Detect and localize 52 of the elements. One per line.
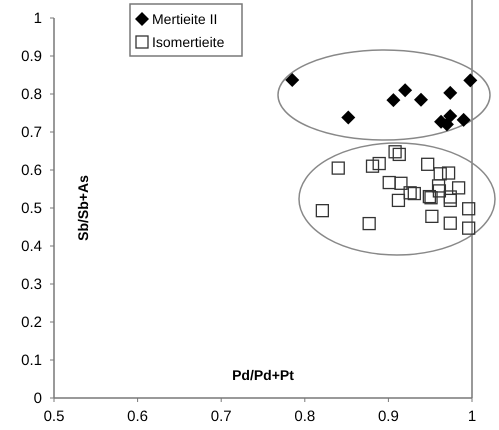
point — [443, 86, 458, 100]
point — [456, 112, 471, 127]
point — [444, 194, 457, 208]
point — [388, 145, 402, 158]
point — [316, 204, 330, 218]
x-tick-label: 0.6 — [127, 408, 148, 425]
y-axis-title: Sb/Sb+As — [75, 174, 91, 241]
point — [462, 221, 476, 235]
x-tick-label: 0.8 — [294, 408, 316, 425]
y-tick-label: 0.1 — [21, 352, 42, 369]
point — [386, 93, 400, 108]
legend-label: Mertieite II — [152, 11, 218, 27]
point — [442, 166, 456, 180]
point — [408, 186, 421, 200]
point — [366, 160, 380, 173]
point — [392, 148, 406, 162]
point — [421, 158, 434, 171]
y-tick-label: 0.3 — [21, 276, 42, 293]
point — [462, 202, 476, 216]
point — [444, 216, 457, 230]
point — [414, 92, 428, 107]
legend-label: Isomertieite — [152, 34, 225, 50]
y-tick-label: 0.5 — [21, 200, 42, 217]
y-tick-label: 0.7 — [21, 124, 42, 141]
point — [463, 73, 478, 88]
point — [372, 156, 386, 170]
x-tick-label: 0.7 — [210, 408, 232, 425]
point — [434, 167, 447, 180]
point — [332, 161, 345, 175]
point — [432, 179, 446, 193]
point — [425, 210, 439, 224]
point — [341, 110, 356, 125]
y-tick-label: 0.6 — [21, 162, 42, 179]
x-tick-label: 1 — [468, 408, 476, 425]
point — [392, 194, 406, 208]
point — [403, 186, 417, 200]
point — [452, 181, 466, 195]
y-tick-label: 0 — [34, 390, 42, 407]
y-tick-label: 0.8 — [21, 86, 42, 103]
point — [432, 184, 446, 198]
y-tick-label: 0.4 — [21, 238, 42, 255]
point — [398, 83, 412, 98]
point — [362, 216, 376, 230]
y-tick-label: 1 — [34, 10, 42, 27]
y-tick-label: 0.9 — [21, 48, 42, 65]
x-tick-label: 0.9 — [378, 408, 399, 425]
point — [394, 176, 408, 190]
y-tick-label: 0.2 — [21, 314, 42, 331]
x-axis-title: Pd/Pd+Pt — [232, 367, 294, 383]
point — [285, 72, 300, 87]
point — [382, 176, 396, 190]
point — [444, 190, 457, 204]
